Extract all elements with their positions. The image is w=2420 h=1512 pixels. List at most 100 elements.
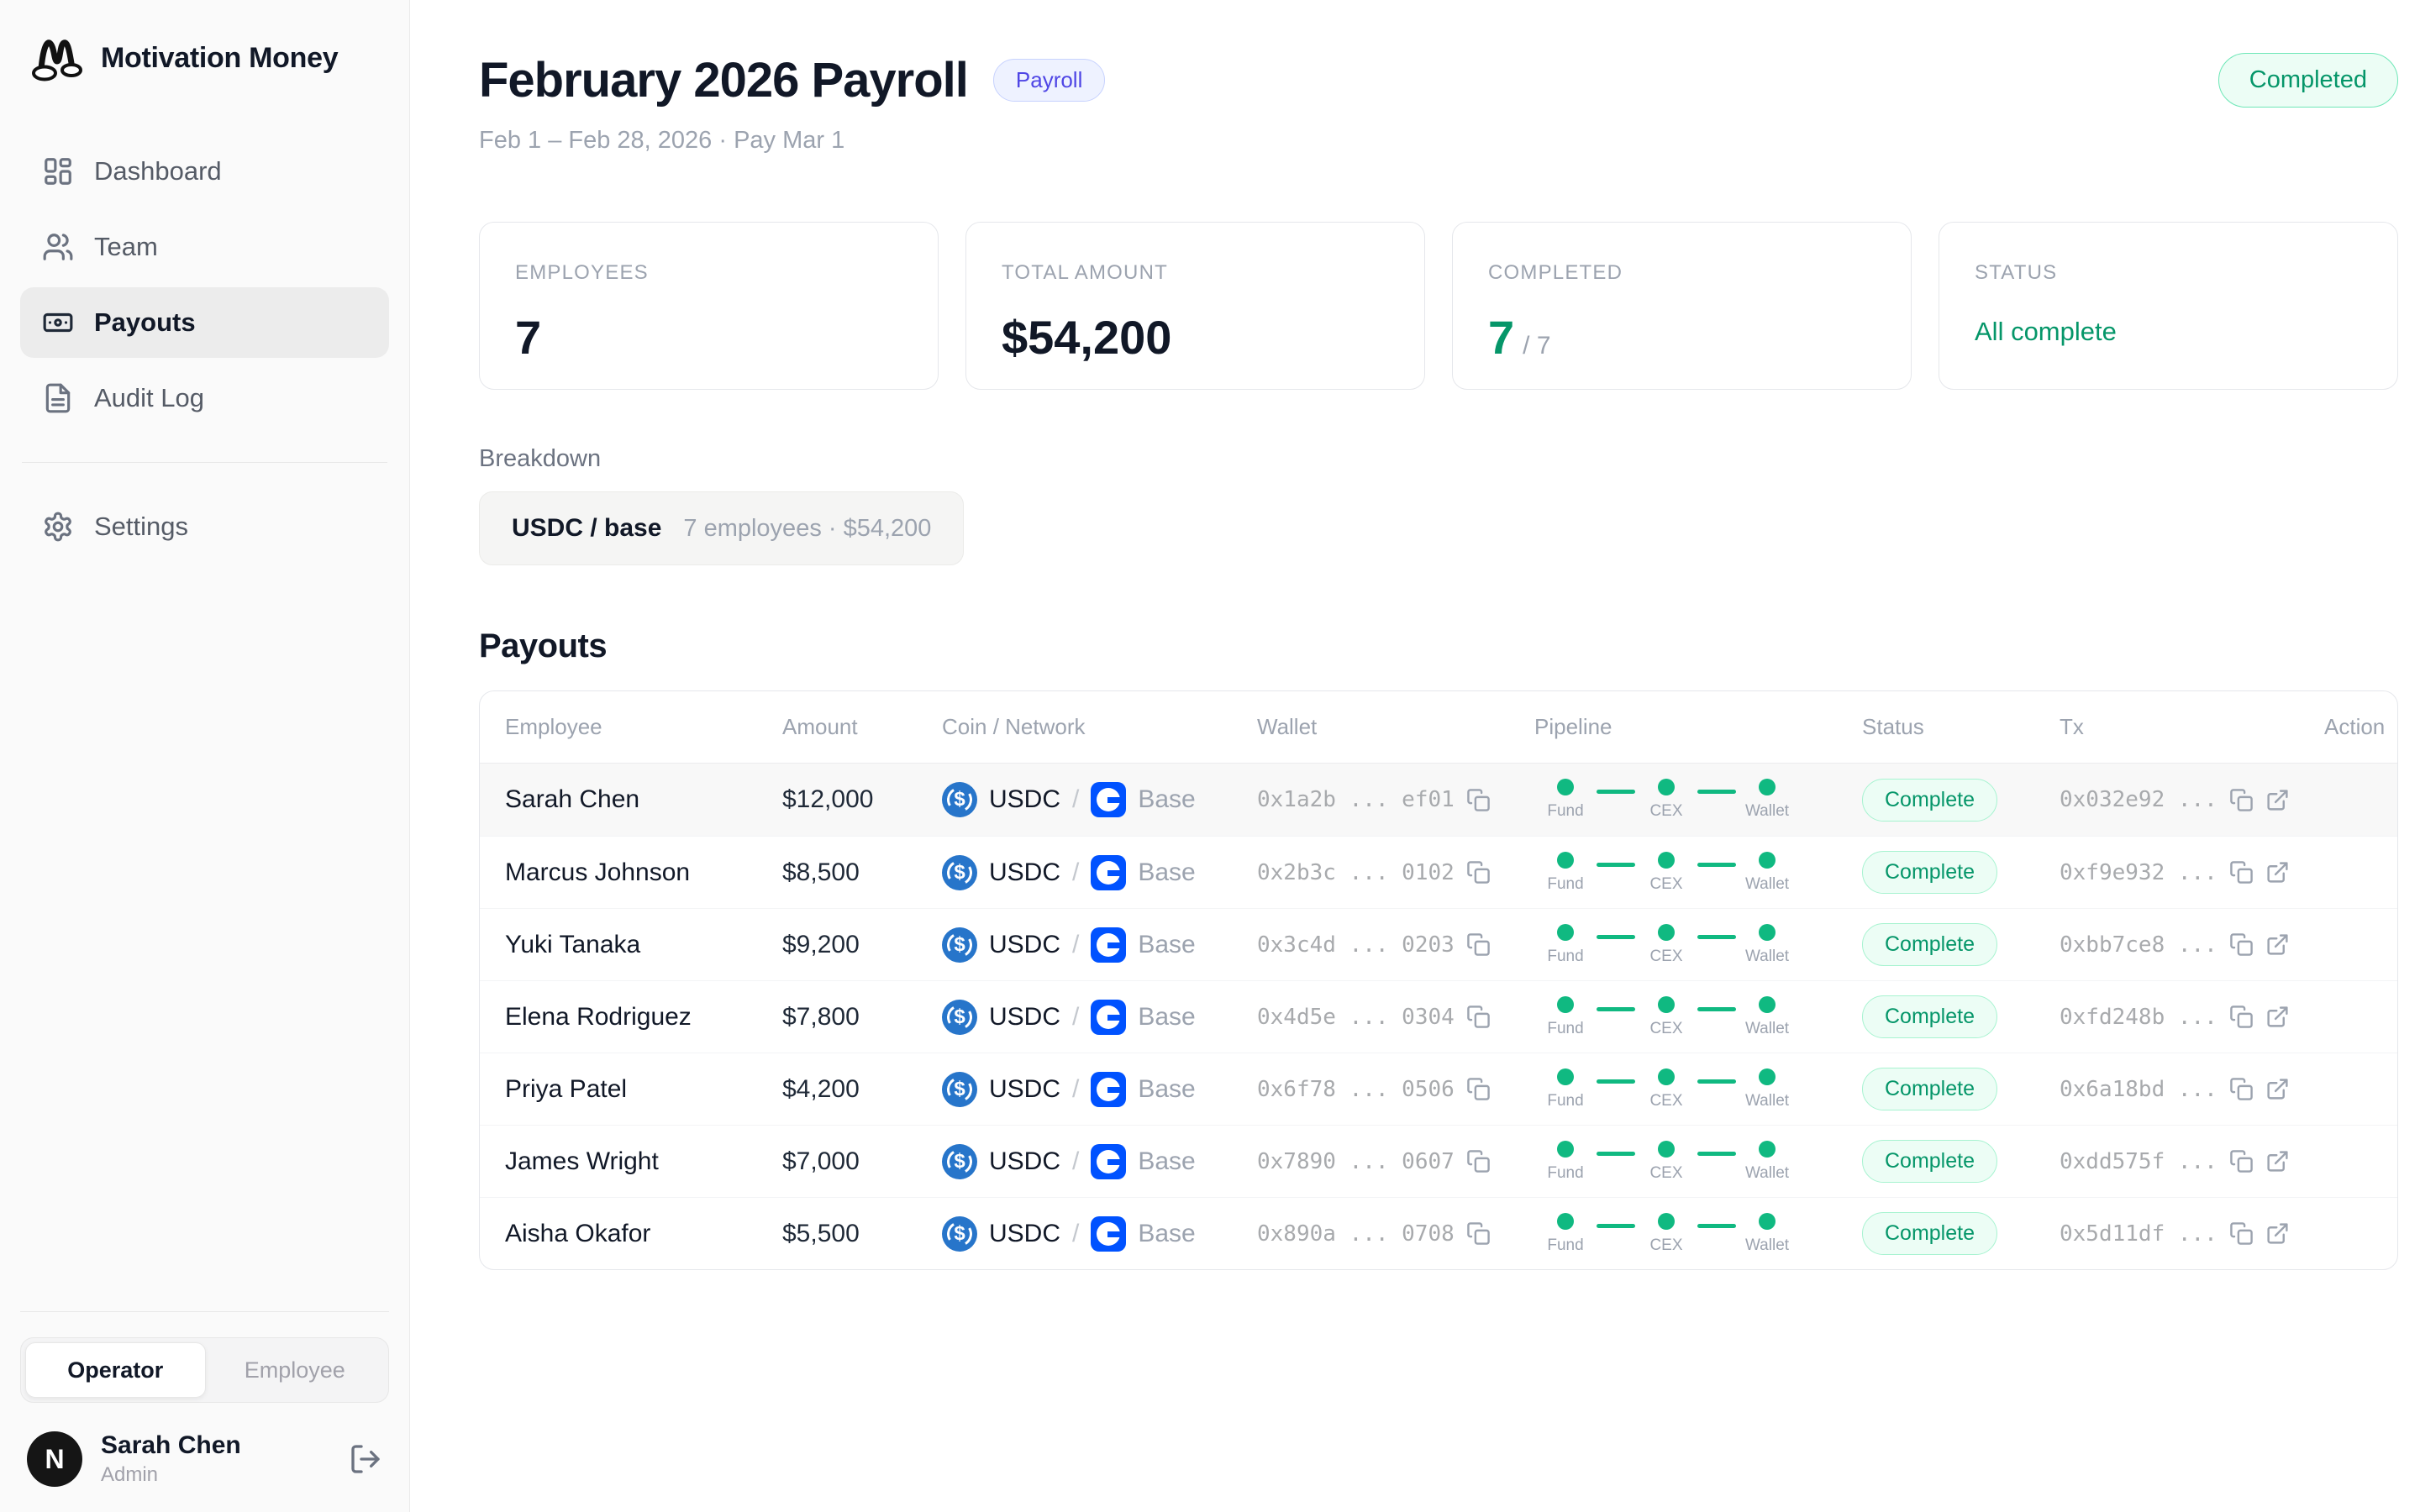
coin-label: USDC (989, 930, 1061, 958)
copy-tx-button[interactable] (2229, 1221, 2254, 1246)
copy-tx-button[interactable] (2229, 788, 2254, 812)
wallet-cell: 0x1a2b ... ef01 (1257, 787, 1534, 812)
pipeline-stage-label: Wallet (1744, 802, 1790, 820)
open-explorer-button[interactable] (2265, 1005, 2290, 1029)
copy-wallet-button[interactable] (1466, 1221, 1491, 1246)
copy-icon (1467, 933, 1490, 956)
network-label: Base (1138, 1147, 1196, 1175)
pipeline-stage-label: Wallet (1744, 874, 1790, 893)
pipeline-stage-wallet: Wallet (1736, 851, 1798, 894)
table-row[interactable]: Marcus Johnson $8,500 $ USDC / Base 0x2b… (480, 836, 2397, 908)
open-explorer-button[interactable] (2265, 860, 2290, 885)
external-link-icon (2267, 934, 2288, 955)
table-row[interactable]: Priya Patel $4,200 $ USDC / Base 0x6f78 … (480, 1053, 2397, 1125)
amount: $5,500 (782, 1219, 860, 1247)
sidebar-item-audit-log[interactable]: Audit Log (20, 363, 389, 433)
pipeline-stage-cex: CEX (1635, 995, 1697, 1038)
amount: $4,200 (782, 1074, 860, 1103)
stat-value: All complete (1975, 317, 2117, 346)
tx-hash: 0xdd575f ... (2060, 1148, 2217, 1174)
open-explorer-button[interactable] (2265, 932, 2290, 957)
column-header-employee: Employee (505, 714, 602, 739)
copy-icon (2230, 861, 2253, 884)
network-label: Base (1138, 785, 1196, 813)
copy-wallet-button[interactable] (1466, 1077, 1491, 1101)
open-explorer-button[interactable] (2265, 788, 2290, 812)
pipeline-dot (1557, 1068, 1574, 1085)
logout-icon (351, 1445, 380, 1473)
open-explorer-button[interactable] (2265, 1149, 2290, 1173)
avatar: N (27, 1431, 82, 1487)
pipeline-dot (1557, 923, 1574, 941)
table-row[interactable]: Sarah Chen $12,000 $ USDC / Base 0x1a2b … (480, 764, 2397, 836)
dashboard-icon (45, 158, 71, 185)
pipeline-dot (1759, 995, 1776, 1013)
sidebar: Motivation Money Dashboard Team Payouts … (0, 0, 410, 1512)
tx-cell: 0xf9e932 ... (2060, 860, 2324, 885)
sidebar-item-settings[interactable]: Settings (20, 491, 389, 562)
copy-wallet-button[interactable] (1466, 1149, 1491, 1173)
table-body: Sarah Chen $12,000 $ USDC / Base 0x1a2b … (480, 764, 2397, 1269)
pipeline-stage-label: Fund (1547, 1163, 1584, 1182)
breakdown-section: Breakdown USDC / base 7 employees · $54,… (479, 445, 2398, 565)
pipeline-stage-label: Wallet (1744, 1091, 1790, 1110)
pipeline-connector (1597, 1079, 1635, 1084)
wallet-address: 0x2b3c ... 0102 (1257, 859, 1455, 885)
copy-wallet-button[interactable] (1466, 788, 1491, 812)
status-badge: Complete (1862, 1212, 1997, 1255)
copy-tx-button[interactable] (2229, 1005, 2254, 1029)
employee-name: Priya Patel (505, 1074, 628, 1103)
sidebar-item-dashboard[interactable]: Dashboard (20, 136, 389, 207)
toggle-operator[interactable]: Operator (25, 1342, 206, 1398)
copy-wallet-button[interactable] (1466, 932, 1491, 957)
status-cell: Complete (1862, 995, 2060, 1038)
pipeline-connector (1597, 1223, 1635, 1228)
copy-icon (1467, 788, 1490, 811)
open-explorer-button[interactable] (2265, 1077, 2290, 1101)
user-name: Sarah Chen (101, 1431, 241, 1459)
pipeline-stage-label: Fund (1547, 874, 1584, 893)
status-cell: Complete (1862, 778, 2060, 822)
employee-name: Elena Rodriguez (505, 1002, 692, 1031)
copy-wallet-button[interactable] (1466, 1005, 1491, 1029)
title-row: February 2026 Payroll Payroll Completed (479, 52, 2398, 108)
stat-label: STATUS (1975, 261, 2058, 284)
pipeline-dot (1759, 1212, 1776, 1230)
stat-value: 7/ 7 (1488, 311, 1551, 364)
wallet-address: 0x6f78 ... 0506 (1257, 1076, 1455, 1102)
external-link-icon (2267, 1223, 2288, 1244)
sidebar-divider (22, 462, 387, 463)
pipeline-stage-label: CEX (1649, 1019, 1683, 1037)
logout-button[interactable] (349, 1442, 382, 1476)
table-row[interactable]: Aisha Okafor $5,500 $ USDC / Base 0x890a… (480, 1197, 2397, 1269)
pipeline-stage-wallet: Wallet (1736, 923, 1798, 966)
copy-icon (2230, 1222, 2253, 1245)
sidebar-item-payouts[interactable]: Payouts (20, 287, 389, 358)
pipeline-cell: Fund CEX Wallet (1534, 1212, 1862, 1255)
table-row[interactable]: James Wright $7,000 $ USDC / Base 0x7890… (480, 1125, 2397, 1197)
copy-tx-button[interactable] (2229, 860, 2254, 885)
copy-tx-button[interactable] (2229, 932, 2254, 957)
role-toggle: Operator Employee (20, 1337, 389, 1403)
copy-icon (2230, 933, 2253, 956)
open-explorer-button[interactable] (2265, 1221, 2290, 1246)
copy-tx-button[interactable] (2229, 1149, 2254, 1173)
copy-wallet-button[interactable] (1466, 860, 1491, 885)
coin-network-cell: $ USDC / Base (942, 1143, 1257, 1179)
pipeline-stage-wallet: Wallet (1736, 1212, 1798, 1255)
stat-value: $54,200 (1002, 311, 1172, 364)
pipeline-stage-cex: CEX (1635, 923, 1697, 966)
external-link-icon (2267, 1079, 2288, 1100)
stat-value: 7 (515, 311, 542, 364)
wallet-address: 0x4d5e ... 0304 (1257, 1004, 1455, 1030)
table-row[interactable]: Yuki Tanaka $9,200 $ USDC / Base 0x3c4d … (480, 908, 2397, 980)
payouts-table: Employee Amount Coin / Network Wallet Pi… (479, 690, 2398, 1270)
toggle-employee[interactable]: Employee (244, 1357, 345, 1383)
sidebar-item-team[interactable]: Team (20, 212, 389, 282)
table-row[interactable]: Elena Rodriguez $7,800 $ USDC / Base 0x4… (480, 980, 2397, 1053)
pipeline-cell: Fund CEX Wallet (1534, 923, 1862, 966)
base-network-icon (1091, 927, 1127, 963)
copy-icon (2230, 788, 2253, 811)
pipeline-stage-label: Wallet (1744, 1019, 1790, 1037)
copy-tx-button[interactable] (2229, 1077, 2254, 1101)
